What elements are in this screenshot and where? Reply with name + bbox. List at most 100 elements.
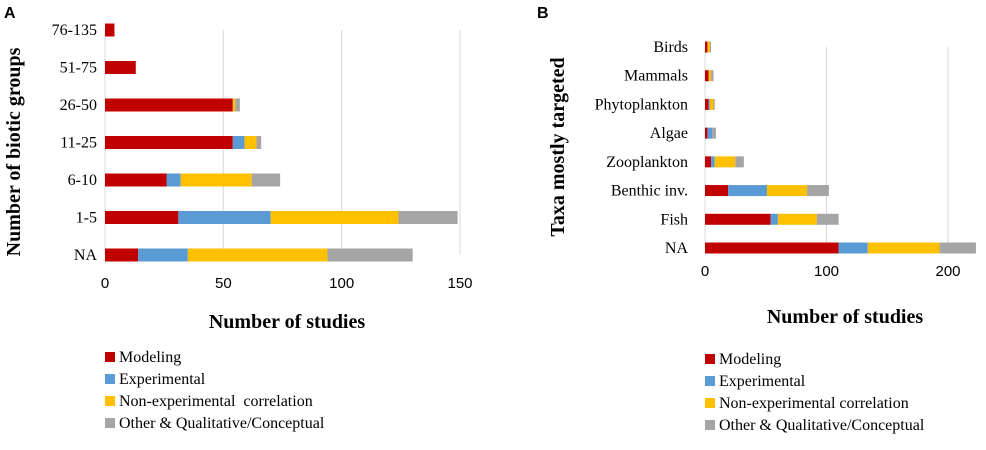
panel-b-bar-mammals-other-qualitative-conceptual xyxy=(711,70,714,82)
panel-a-bar-6-10-experimental xyxy=(166,173,181,187)
panel-a-y-axis-title: Number of biotic groups xyxy=(3,47,25,256)
panel-a-bar-6-10-other-qualitative-conceptual xyxy=(251,173,281,187)
panel-a-bar-11-25-experimental xyxy=(232,136,245,149)
panel-a-legend-swatch-other-qualitative-conceptual xyxy=(105,418,115,428)
panel-a-bar-11-25-modeling xyxy=(105,136,233,149)
panel-b-bar-mammals-non-experimental-correlation xyxy=(708,70,712,82)
panel-b-x-axis-title: Number of studies xyxy=(767,306,924,328)
panel-b-legend-label-modeling: Modeling xyxy=(719,351,781,368)
panel-a: A Number of biotic groups Number of stud… xyxy=(3,5,473,432)
panel-a-category-label-76-135: 76-135 xyxy=(52,22,97,39)
panel-b-bar-mammals-modeling xyxy=(705,70,709,82)
panel-a-bar-11-25-other-qualitative-conceptual xyxy=(256,136,262,149)
panel-a-category-label-26-50: 26-50 xyxy=(60,97,97,114)
panel-a-bar-11-25-non-experimental-correlation xyxy=(244,136,257,149)
panel-a-letter: A xyxy=(4,5,16,22)
panel-a-bar-6-10-modeling xyxy=(105,173,167,187)
panel-b-bar-na-modeling xyxy=(705,242,839,254)
panel-b-bar-phytoplankton-non-experimental-correlation xyxy=(709,98,714,110)
panel-a-bar-1-5-other-qualitative-conceptual xyxy=(398,211,458,224)
panel-a-category-label-51-75: 51-75 xyxy=(60,60,97,77)
panel-b-legend-swatch-non-experimental-correlation xyxy=(705,398,715,408)
panel-a-legend-label-experimental: Experimental xyxy=(119,371,206,388)
panel-b-bar-benthic-inv-non-experimental-correlation xyxy=(766,185,808,197)
panel-b-category-label-algae: Algae xyxy=(650,125,688,142)
panel-a-bar-51-75-modeling xyxy=(105,61,136,74)
panel-a-legend-label-modeling: Modeling xyxy=(119,349,181,366)
panel-b-bar-zooplankton-non-experimental-correlation xyxy=(714,156,736,168)
panel-a-category-label-na: NA xyxy=(74,247,98,264)
panel-b-legend-label-experimental: Experimental xyxy=(719,373,806,390)
panel-a-x-tick-0: 0 xyxy=(101,275,109,292)
panel-a-category-labels: 76-135 51-75 26-50 11-25 6-10 1-5 NA xyxy=(52,22,98,264)
panel-b-category-labels: Birds Mammals Phytoplankton Algae Zooplankto… xyxy=(595,39,689,257)
panel-b-bar-fish-non-experimental-correlation xyxy=(777,213,817,225)
panel-b-bar-na-experimental xyxy=(838,242,868,254)
panel-b-bar-phytoplankton-modeling xyxy=(705,98,709,110)
panel-a-legend: Modeling Experimental Non-experimental cor… xyxy=(105,349,325,432)
panel-a-bars xyxy=(105,23,458,262)
panel-a-bar-na-other-qualitative-conceptual xyxy=(327,248,413,262)
panel-b-bar-zooplankton-other-qualitative-conceptual xyxy=(735,156,744,168)
panel-b-bar-zooplankton-modeling xyxy=(705,156,712,168)
panel-b-category-label-zooplankton: Zooplankton xyxy=(606,154,688,171)
panel-a-x-tick-50: 50 xyxy=(215,275,232,292)
panel-a-bar-1-5-experimental xyxy=(178,211,271,224)
panel-a-bar-na-modeling xyxy=(105,248,139,262)
panel-b-category-label-fish: Fish xyxy=(660,211,688,228)
panel-a-category-label-11-25: 11-25 xyxy=(60,135,97,152)
panel-b-legend-swatch-modeling xyxy=(705,354,715,364)
panel-a-bar-1-5-non-experimental-correlation xyxy=(270,211,399,224)
panel-b-bar-fish-experimental xyxy=(770,213,778,225)
panel-b-legend: Modeling Experimental Non-experimental cor… xyxy=(705,351,925,434)
panel-a-bar-26-50-modeling xyxy=(105,98,233,112)
panel-b-legend-label-non-experimental-correlation: Non-experimental correlation xyxy=(719,395,909,412)
panel-b-x-tick-0: 0 xyxy=(701,263,709,280)
panel-b-category-label-phytoplankton: Phytoplankton xyxy=(595,96,688,113)
panel-b-bar-fish-modeling xyxy=(705,213,771,225)
panel-b-legend-swatch-experimental xyxy=(705,376,715,386)
panel-a-legend-swatch-non-experimental-correlation xyxy=(105,396,115,406)
panel-a-bar-6-10-non-experimental-correlation xyxy=(180,173,252,187)
panel-b-legend-label-other-qualitative-conceptual: Other & Qualitative/Conceptual xyxy=(719,417,925,434)
panel-a-legend-label-other-qualitative-conceptual: Other & Qualitative/Conceptual xyxy=(119,415,325,432)
panel-a-legend-swatch-experimental xyxy=(105,374,115,384)
panel-a-category-label-1-5: 1-5 xyxy=(76,210,97,227)
panel-a-legend-label-non-experimental-correlation: Non-experimental correlation xyxy=(119,393,313,410)
panel-a-bar-na-experimental xyxy=(138,248,188,262)
panel-a-legend-swatch-modeling xyxy=(105,352,115,362)
panel-a-bar-26-50-other-qualitative-conceptual xyxy=(235,98,240,112)
panel-b-bar-algae-modeling xyxy=(705,127,708,139)
panel-b-bars xyxy=(705,41,976,254)
panel-a-category-label-6-10: 6-10 xyxy=(68,172,97,189)
panel-b-bar-birds-non-experimental-correlation xyxy=(707,41,710,53)
panel-b-bar-benthic-inv-experimental xyxy=(728,185,767,197)
panel-b-bar-birds-other-qualitative-conceptual xyxy=(709,41,712,53)
panel-b-bar-fish-other-qualitative-conceptual xyxy=(816,213,839,225)
panel-b-bar-na-other-qualitative-conceptual xyxy=(939,242,976,254)
panel-b-bar-phytoplankton-experimental xyxy=(708,98,710,110)
panel-a-bar-26-50-non-experimental-correlation xyxy=(232,98,236,112)
panel-b-category-label-mammals: Mammals xyxy=(624,68,688,85)
panel-b-bar-zooplankton-experimental xyxy=(711,156,715,168)
panel-b-legend-swatch-other-qualitative-conceptual xyxy=(705,420,715,430)
panel-a-bar-1-5-modeling xyxy=(105,211,179,224)
panel-a-x-tick-100: 100 xyxy=(329,275,354,292)
panel-b-category-label-benthic-inv: Benthic inv. xyxy=(611,183,688,200)
panel-b-x-tick-100: 100 xyxy=(814,263,839,280)
panel-b-bar-benthic-inv-other-qualitative-conceptual xyxy=(807,185,829,197)
panel-b-bar-algae-other-qualitative-conceptual xyxy=(712,127,716,139)
panel-a-x-tick-150: 150 xyxy=(447,275,472,292)
panel-b-category-label-na: NA xyxy=(665,240,689,257)
panel-a-x-axis-title: Number of studies xyxy=(209,311,366,333)
panel-b-bar-birds-modeling xyxy=(705,41,708,53)
panel-b-bar-algae-experimental xyxy=(707,127,713,139)
panel-a-bar-na-non-experimental-correlation xyxy=(187,248,328,262)
panel-b-x-tick-200: 200 xyxy=(935,263,960,280)
panel-b-y-axis-title: Taxa mostly targeted xyxy=(547,57,569,236)
panel-b-category-label-birds: Birds xyxy=(653,39,688,56)
panel-b-bar-benthic-inv-modeling xyxy=(705,185,729,197)
panel-b-bar-phytoplankton-other-qualitative-conceptual xyxy=(713,98,715,110)
panel-b: B Taxa mostly targeted Number of studies… xyxy=(537,5,976,434)
